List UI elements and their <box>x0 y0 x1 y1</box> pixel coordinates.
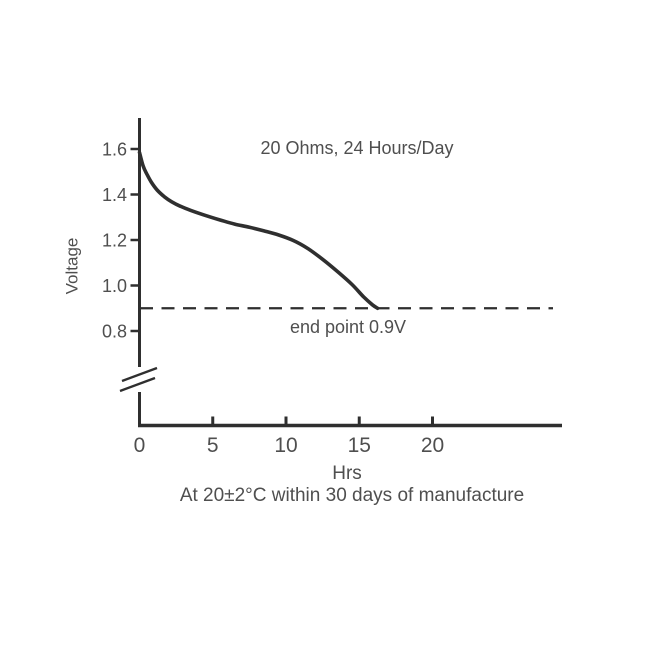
y-tick-label: 0.8 <box>102 322 127 342</box>
axis-break-slash <box>119 376 156 393</box>
chart-title: 20 Ohms, 24 Hours/Day <box>260 138 454 158</box>
x-tick-label: 5 <box>207 434 219 457</box>
y-tick-label: 1.6 <box>102 140 127 160</box>
y-tick-label: 1.0 <box>102 276 127 296</box>
chart-caption: At 20±2°C within 30 days of manufacture <box>179 485 525 506</box>
x-tick-label: 0 <box>134 434 146 457</box>
x-tick-label: 10 <box>274 434 297 457</box>
axis-break-slash <box>121 366 158 383</box>
y-axis-title: Voltage <box>62 237 82 295</box>
x-axis-title: Hrs <box>332 463 362 484</box>
x-tick-label: 20 <box>421 434 444 457</box>
x-tick-label: 15 <box>348 434 371 457</box>
end-point-label: end point 0.9V <box>289 317 407 337</box>
y-tick-label: 1.2 <box>102 231 127 251</box>
y-tick-label: 1.4 <box>102 185 127 205</box>
discharge-curve <box>137 150 380 311</box>
